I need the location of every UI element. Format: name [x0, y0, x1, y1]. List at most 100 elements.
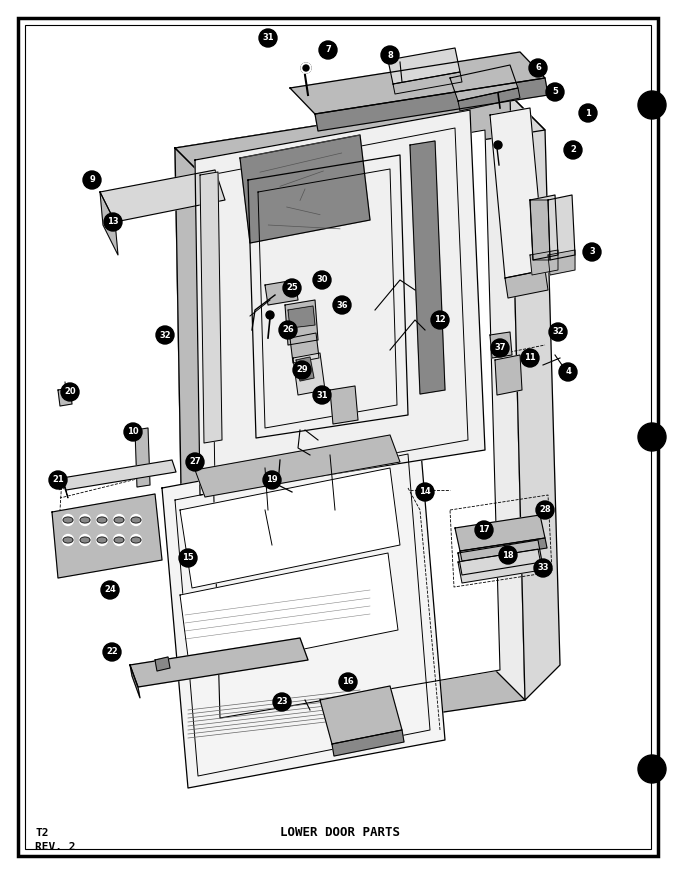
Polygon shape — [131, 517, 141, 523]
Polygon shape — [510, 95, 560, 700]
Text: 20: 20 — [64, 387, 75, 397]
Circle shape — [584, 244, 600, 260]
Polygon shape — [490, 108, 545, 278]
Circle shape — [103, 643, 121, 661]
Circle shape — [638, 423, 666, 451]
Circle shape — [80, 515, 90, 525]
Circle shape — [334, 297, 350, 313]
Circle shape — [264, 472, 280, 488]
Circle shape — [101, 581, 119, 599]
Text: 16: 16 — [342, 677, 354, 686]
Circle shape — [83, 171, 101, 189]
Circle shape — [104, 213, 122, 231]
Text: 23: 23 — [276, 697, 288, 706]
Circle shape — [522, 350, 538, 366]
Text: 33: 33 — [537, 564, 549, 572]
Polygon shape — [290, 52, 545, 114]
Circle shape — [547, 84, 563, 100]
Circle shape — [187, 454, 203, 470]
Polygon shape — [130, 638, 308, 687]
Polygon shape — [296, 357, 314, 381]
Polygon shape — [185, 665, 525, 745]
Text: 25: 25 — [286, 283, 298, 293]
Circle shape — [124, 423, 142, 441]
Circle shape — [494, 141, 502, 149]
Circle shape — [583, 243, 601, 261]
Polygon shape — [180, 553, 398, 672]
Circle shape — [97, 535, 107, 545]
Circle shape — [314, 272, 330, 288]
Polygon shape — [97, 517, 107, 523]
Text: 15: 15 — [182, 553, 194, 563]
Polygon shape — [195, 435, 400, 497]
Polygon shape — [330, 386, 358, 424]
Text: 32: 32 — [159, 330, 171, 339]
Circle shape — [114, 515, 124, 525]
Circle shape — [529, 59, 547, 77]
Circle shape — [476, 522, 492, 538]
Circle shape — [534, 559, 552, 577]
Circle shape — [417, 484, 433, 500]
Circle shape — [535, 560, 551, 576]
Polygon shape — [131, 537, 141, 543]
Polygon shape — [97, 537, 107, 543]
Circle shape — [499, 546, 517, 564]
Text: 8: 8 — [387, 51, 393, 59]
Text: 1: 1 — [585, 108, 591, 117]
Text: 29: 29 — [296, 365, 308, 374]
Polygon shape — [80, 537, 90, 543]
Polygon shape — [175, 148, 220, 745]
Polygon shape — [195, 110, 485, 495]
Polygon shape — [205, 130, 500, 718]
Polygon shape — [393, 72, 462, 94]
Circle shape — [580, 105, 596, 121]
Circle shape — [102, 582, 118, 598]
Polygon shape — [162, 440, 445, 788]
Polygon shape — [530, 250, 558, 275]
Circle shape — [500, 547, 516, 563]
Polygon shape — [410, 141, 445, 394]
Circle shape — [50, 472, 66, 488]
Polygon shape — [290, 333, 319, 363]
Circle shape — [313, 271, 331, 289]
Circle shape — [280, 322, 296, 338]
Circle shape — [97, 515, 107, 525]
Circle shape — [546, 83, 564, 101]
Polygon shape — [332, 730, 404, 756]
Text: 18: 18 — [503, 551, 514, 559]
Circle shape — [431, 311, 449, 329]
Text: 17: 17 — [478, 525, 490, 535]
Text: 12: 12 — [434, 316, 446, 324]
Text: 4: 4 — [565, 367, 571, 377]
Polygon shape — [458, 549, 542, 583]
Circle shape — [340, 674, 356, 690]
Circle shape — [564, 141, 582, 159]
Circle shape — [283, 279, 301, 297]
Circle shape — [314, 387, 330, 403]
Circle shape — [638, 755, 666, 783]
Circle shape — [80, 535, 90, 545]
Circle shape — [565, 142, 581, 158]
Polygon shape — [548, 250, 575, 275]
Circle shape — [492, 340, 508, 356]
Text: 37: 37 — [494, 343, 506, 352]
Circle shape — [274, 694, 290, 710]
Polygon shape — [114, 517, 124, 523]
Polygon shape — [135, 428, 150, 487]
Text: 3: 3 — [589, 247, 595, 256]
Text: 19: 19 — [266, 475, 278, 484]
Circle shape — [382, 47, 398, 63]
Text: 36: 36 — [336, 301, 347, 309]
Circle shape — [279, 321, 297, 339]
Circle shape — [114, 535, 124, 545]
Polygon shape — [530, 195, 558, 260]
Circle shape — [320, 42, 336, 58]
Text: 6: 6 — [535, 64, 541, 73]
Text: T2: T2 — [35, 828, 48, 838]
Text: 26: 26 — [282, 325, 294, 335]
Polygon shape — [63, 517, 73, 523]
Text: 30: 30 — [316, 275, 328, 285]
Circle shape — [49, 471, 67, 489]
Circle shape — [416, 483, 434, 501]
Polygon shape — [293, 353, 325, 395]
